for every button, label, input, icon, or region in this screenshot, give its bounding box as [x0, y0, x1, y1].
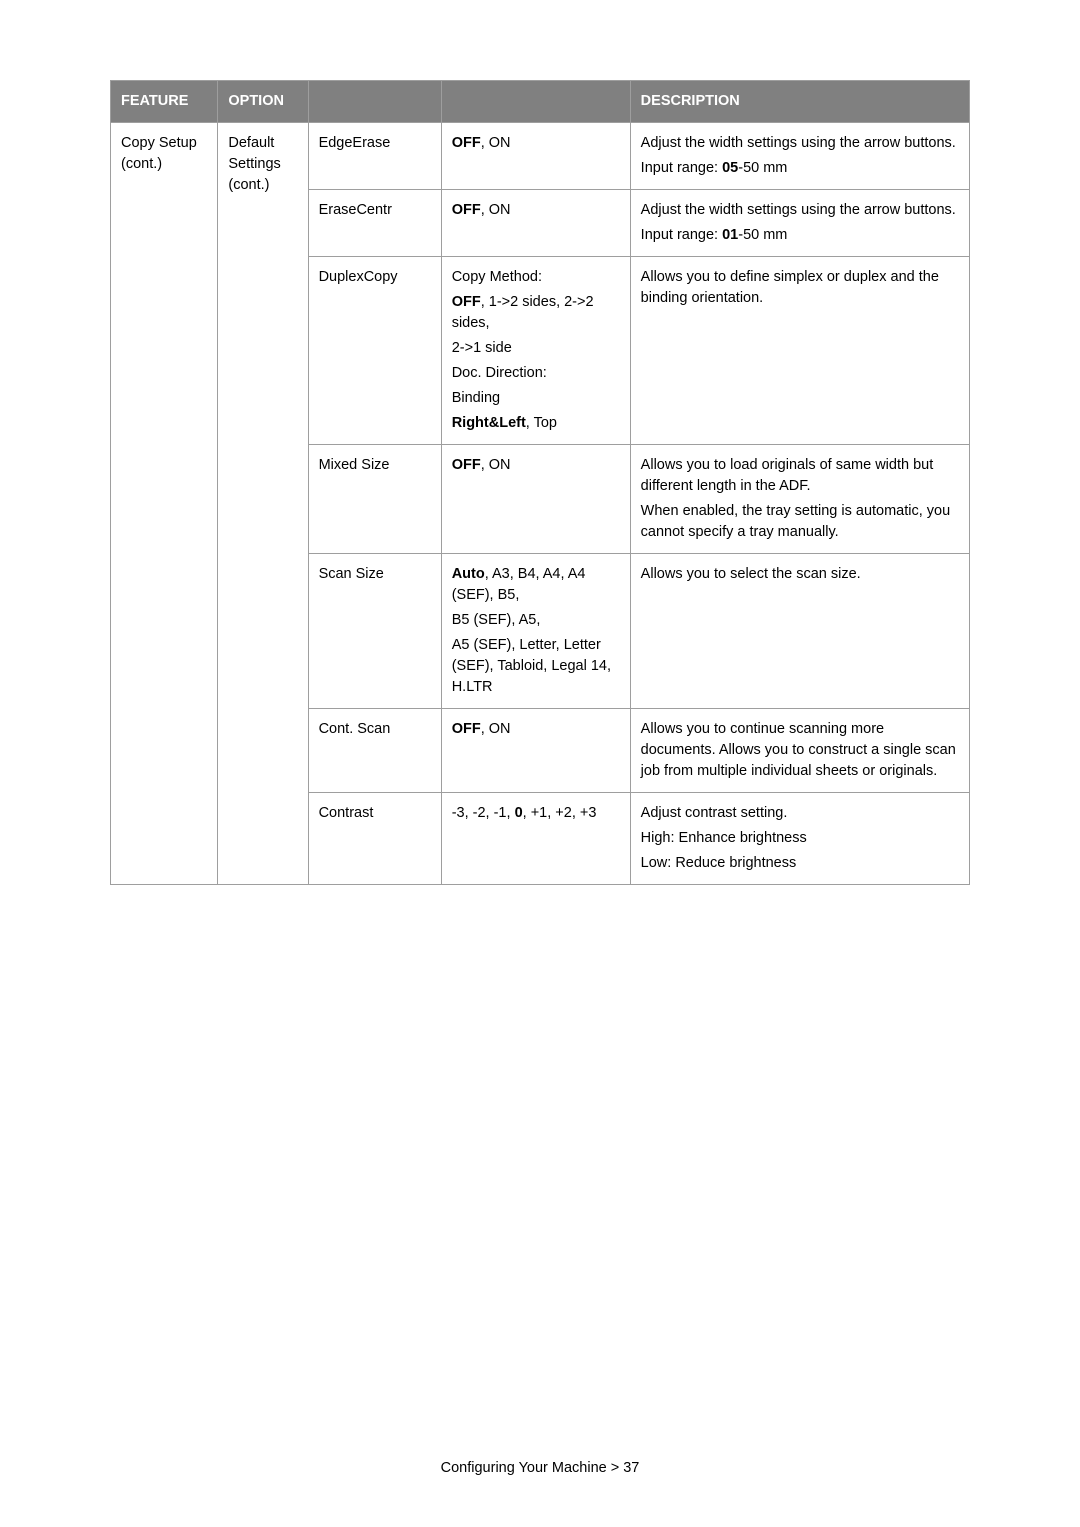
text-line: Doc. Direction:: [452, 363, 620, 384]
description-cell: Allows you to load originals of same wid…: [630, 445, 969, 554]
description-cell: Allows you to select the scan size.: [630, 554, 969, 709]
setting-value-cell: OFF, ON: [441, 709, 630, 793]
setting-value-cell: Auto, A3, B4, A4, A4 (SEF), B5, B5 (SEF),…: [441, 554, 630, 709]
text-line: OFF, 1->2 sides, 2->2 sides,: [452, 292, 620, 334]
description-cell: Allows you to define simplex or duplex a…: [630, 257, 969, 445]
setting-name-cell: EraseCentr: [308, 190, 441, 257]
setting-name-cell: Cont. Scan: [308, 709, 441, 793]
description-cell: Adjust contrast setting. High: Enhance br…: [630, 793, 969, 885]
option-line: (cont.): [228, 175, 297, 196]
header-description: DESCRIPTION: [630, 81, 969, 123]
text-line: Allows you to select the scan size.: [641, 564, 959, 585]
text-line: High: Enhance brightness: [641, 828, 959, 849]
feature-line: Copy Setup: [121, 133, 207, 154]
option-cell: DefaultSettings(cont.): [218, 123, 308, 885]
text-line: -3, -2, -1, 0, +1, +2, +3: [452, 803, 620, 824]
header-feature: FEATURE: [111, 81, 218, 123]
setting-value-cell: OFF, ON: [441, 190, 630, 257]
setting-value-cell: Copy Method: OFF, 1->2 sides, 2->2 sides,…: [441, 257, 630, 445]
text-line: Auto, A3, B4, A4, A4 (SEF), B5,: [452, 564, 620, 606]
text-line: Input range: 05-50 mm: [641, 158, 959, 179]
setting-name-cell: DuplexCopy: [308, 257, 441, 445]
feature-cell: Copy Setup(cont.): [111, 123, 218, 885]
setting-value-cell: OFF, ON: [441, 123, 630, 190]
setting-value-cell: OFF, ON: [441, 445, 630, 554]
text-line: Adjust the width settings using the arro…: [641, 133, 959, 154]
feature-table: FEATURE OPTION DESCRIPTION Copy Setup(co…: [110, 80, 970, 885]
description-cell: Adjust the width settings using the arro…: [630, 190, 969, 257]
text-line: Low: Reduce brightness: [641, 853, 959, 874]
page-container: FEATURE OPTION DESCRIPTION Copy Setup(co…: [0, 0, 1080, 885]
header-blank-1: [308, 81, 441, 123]
option-line: Default: [228, 133, 297, 154]
setting-name-cell: Scan Size: [308, 554, 441, 709]
setting-name-cell: EdgeErase: [308, 123, 441, 190]
text-line: Copy Method:: [452, 267, 620, 288]
header-row: FEATURE OPTION DESCRIPTION: [111, 81, 970, 123]
header-blank-2: [441, 81, 630, 123]
table-header: FEATURE OPTION DESCRIPTION: [111, 81, 970, 123]
description-cell: Allows you to continue scanning more doc…: [630, 709, 969, 793]
setting-value-cell: -3, -2, -1, 0, +1, +2, +3: [441, 793, 630, 885]
text-line: Binding: [452, 388, 620, 409]
table-body: Copy Setup(cont.)DefaultSettings(cont.)E…: [111, 123, 970, 885]
option-line: Settings: [228, 154, 297, 175]
text-line: A5 (SEF), Letter, Letter (SEF), Tabloid,…: [452, 635, 620, 698]
text-line: Adjust contrast setting.: [641, 803, 959, 824]
text-line: Allows you to load originals of same wid…: [641, 455, 959, 497]
text-line: Right&Left, Top: [452, 413, 620, 434]
text-line: 2->1 side: [452, 338, 620, 359]
page-footer: Configuring Your Machine > 37: [0, 1460, 1080, 1476]
text-line: When enabled, the tray setting is automa…: [641, 501, 959, 543]
text-line: B5 (SEF), A5,: [452, 610, 620, 631]
header-option: OPTION: [218, 81, 308, 123]
text-line: Adjust the width settings using the arro…: [641, 200, 959, 221]
setting-name-cell: Contrast: [308, 793, 441, 885]
feature-line: (cont.): [121, 154, 207, 175]
description-cell: Adjust the width settings using the arro…: [630, 123, 969, 190]
text-line: Allows you to continue scanning more doc…: [641, 719, 959, 782]
table-row: Copy Setup(cont.)DefaultSettings(cont.)E…: [111, 123, 970, 190]
setting-name-cell: Mixed Size: [308, 445, 441, 554]
text-line: Input range: 01-50 mm: [641, 225, 959, 246]
text-line: Allows you to define simplex or duplex a…: [641, 267, 959, 309]
